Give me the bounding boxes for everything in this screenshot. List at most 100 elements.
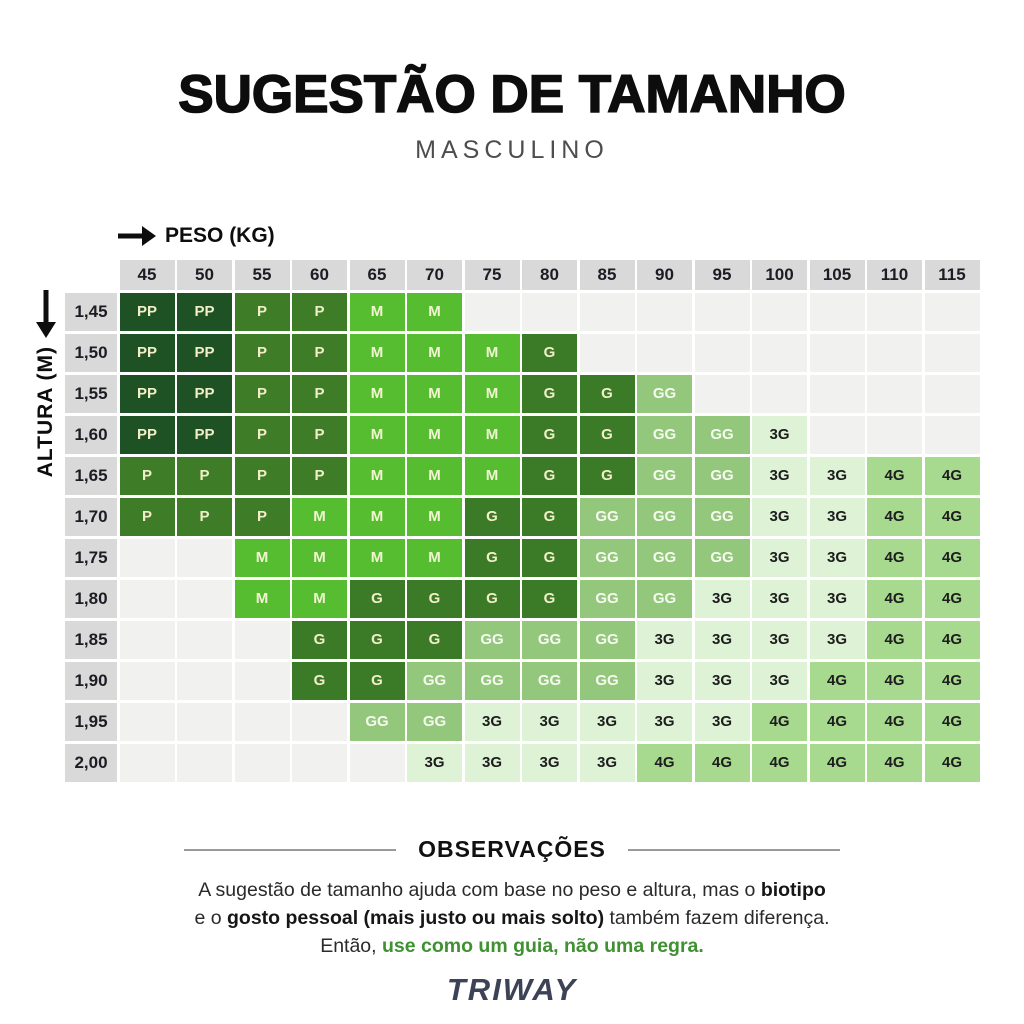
height-label-cell: 2,00	[65, 743, 117, 782]
size-cell: PP	[119, 374, 175, 413]
obs-line2-post: também fazem diferença.	[604, 907, 830, 929]
size-cell: 3G	[694, 620, 750, 659]
size-cell: GG	[464, 620, 520, 659]
size-cell: GG	[694, 456, 750, 495]
size-cell: G	[579, 456, 635, 495]
size-cell: 3G	[579, 702, 635, 741]
empty-cell	[809, 374, 865, 413]
size-cell: G	[349, 661, 405, 700]
size-cell: 4G	[924, 538, 980, 577]
size-cell: 4G	[867, 661, 922, 700]
size-cell: 4G	[924, 579, 980, 618]
y-axis-label: ALTURA (M)	[26, 290, 66, 580]
empty-cell	[809, 333, 865, 372]
size-cell: M	[349, 497, 405, 536]
empty-cell	[752, 292, 807, 331]
size-cell: GG	[637, 538, 692, 577]
size-cell: M	[407, 415, 462, 454]
size-cell: G	[349, 579, 405, 618]
size-cell: M	[464, 374, 520, 413]
empty-cell	[637, 292, 692, 331]
size-cell: 3G	[464, 743, 520, 782]
size-cell: GG	[464, 661, 520, 700]
height-label-cell: 1,70	[65, 497, 117, 536]
size-cell: G	[522, 374, 577, 413]
size-cell: 4G	[752, 702, 807, 741]
size-cell: 3G	[809, 456, 865, 495]
size-cell: GG	[522, 620, 577, 659]
size-cell: 3G	[637, 661, 692, 700]
size-cell: M	[407, 538, 462, 577]
weight-header-cell: 105	[809, 260, 865, 290]
size-cell: P	[292, 374, 347, 413]
size-cell: 3G	[752, 620, 807, 659]
table-corner	[65, 260, 117, 290]
observations-heading: OBSERVAÇÕES	[0, 836, 1024, 863]
size-cell: G	[579, 415, 635, 454]
empty-cell	[177, 702, 232, 741]
obs-line2-bold: gosto pessoal (mais justo ou mais solto)	[227, 907, 605, 929]
size-cell: G	[579, 374, 635, 413]
empty-cell	[694, 333, 750, 372]
weight-header-cell: 80	[522, 260, 577, 290]
page-subtitle: MASCULINO	[415, 136, 609, 164]
size-cell: M	[292, 538, 347, 577]
size-cell: 4G	[637, 743, 692, 782]
size-cell: M	[407, 497, 462, 536]
size-cell: G	[464, 538, 520, 577]
size-cell: G	[407, 620, 462, 659]
size-cell: 3G	[522, 702, 577, 741]
right-arrow-icon	[118, 226, 156, 246]
size-cell: P	[234, 374, 290, 413]
empty-cell	[177, 579, 232, 618]
size-cell: 4G	[867, 620, 922, 659]
empty-cell	[119, 579, 175, 618]
empty-cell	[924, 415, 980, 454]
height-label-cell: 1,45	[65, 292, 117, 331]
weight-header-cell: 65	[349, 260, 405, 290]
x-axis-label-text: PESO (KG)	[165, 224, 275, 247]
weight-header-cell: 95	[694, 260, 750, 290]
weight-header-cell: 100	[752, 260, 807, 290]
down-arrow-icon	[36, 290, 56, 338]
size-cell: M	[349, 538, 405, 577]
size-cell: G	[522, 579, 577, 618]
size-cell: M	[407, 456, 462, 495]
size-cell: P	[177, 497, 232, 536]
height-label-cell: 1,50	[65, 333, 117, 372]
size-cell: GG	[694, 497, 750, 536]
size-cell: GG	[349, 702, 405, 741]
weight-header-cell: 50	[177, 260, 232, 290]
size-cell: 4G	[924, 702, 980, 741]
empty-cell	[752, 333, 807, 372]
empty-cell	[119, 620, 175, 659]
weight-header-cell: 45	[119, 260, 175, 290]
size-cell: 4G	[867, 456, 922, 495]
size-cell: M	[407, 292, 462, 331]
size-cell: 4G	[924, 620, 980, 659]
size-cell: 3G	[809, 538, 865, 577]
observations-section: OBSERVAÇÕES A sugestão de tamanho ajuda …	[0, 836, 1024, 960]
size-cell: GG	[637, 456, 692, 495]
size-cell: 4G	[694, 743, 750, 782]
observations-heading-text: OBSERVAÇÕES	[418, 836, 606, 862]
size-cell: PP	[177, 333, 232, 372]
weight-header-cell: 110	[867, 260, 922, 290]
size-cell: GG	[637, 579, 692, 618]
size-cell: 3G	[809, 497, 865, 536]
size-cell: 3G	[752, 579, 807, 618]
size-cell: P	[292, 456, 347, 495]
size-cell: M	[464, 415, 520, 454]
size-cell: 4G	[867, 538, 922, 577]
size-cell: M	[464, 333, 520, 372]
size-cell: M	[234, 538, 290, 577]
size-cell: 3G	[694, 702, 750, 741]
empty-cell	[234, 620, 290, 659]
size-cell: PP	[177, 292, 232, 331]
size-cell: M	[407, 333, 462, 372]
empty-cell	[349, 743, 405, 782]
size-cell: M	[292, 497, 347, 536]
empty-cell	[119, 661, 175, 700]
empty-cell	[924, 292, 980, 331]
obs-line2-pre: e o	[194, 907, 228, 929]
